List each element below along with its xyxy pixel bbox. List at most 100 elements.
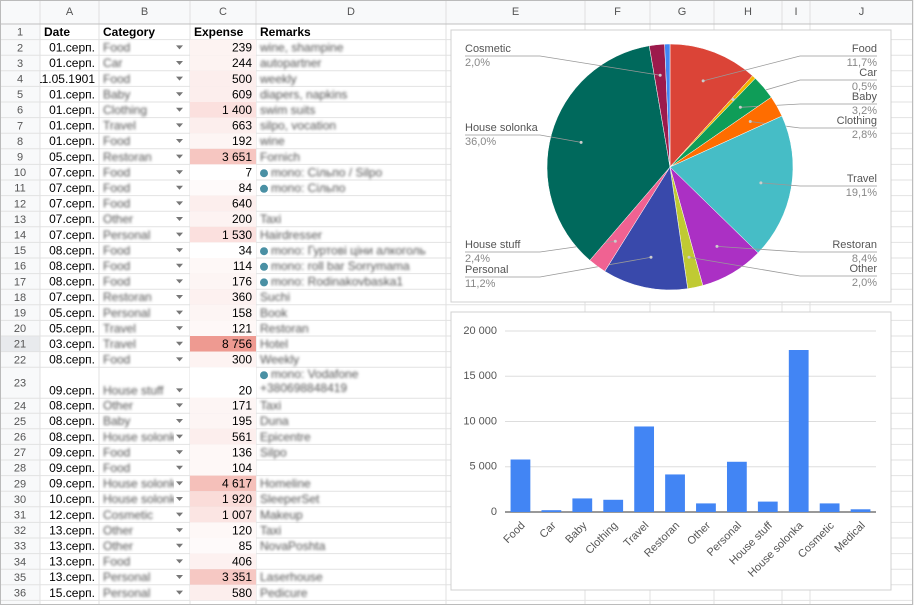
remarks-cell: Duna (260, 414, 289, 428)
category-cell: Cosmetic (103, 508, 153, 522)
expense-cell: 4 617 (222, 477, 252, 491)
category-cell: Other (103, 212, 133, 226)
date-cell: 13.серп. (49, 523, 95, 537)
row-header: 21 (14, 339, 26, 351)
category-cell: Food (103, 275, 130, 289)
date-cell: 07.серп. (49, 181, 95, 195)
date-cell: 01.серп. (49, 119, 95, 133)
mono-icon (260, 169, 268, 178)
category-cell: Travel (103, 119, 136, 133)
pie-slice (669, 115, 794, 254)
remarks-cell: wine (259, 134, 285, 148)
date-cell: 09.серп. (49, 477, 95, 491)
expense-cell-fill (190, 491, 256, 507)
dropdown-arrow (176, 170, 183, 175)
expense-cell: 406 (232, 555, 252, 569)
header-cell: Expense (194, 25, 244, 39)
dropdown-arrow (176, 232, 183, 237)
dropdown-arrow (176, 575, 183, 579)
mono-icon (260, 184, 268, 193)
category-cell: Travel (103, 337, 136, 351)
column-header: D (347, 6, 355, 18)
expense-cell: 1 400 (222, 103, 252, 117)
pie-label: Car (859, 67, 877, 79)
row-header: 25 (14, 416, 26, 428)
date-cell: 09.серп. (49, 384, 95, 398)
remarks-cell: Hotel (260, 337, 288, 351)
date-cell: 08.серп. (49, 275, 95, 289)
header-cell: Remarks (260, 25, 311, 39)
column-header: E (512, 6, 519, 18)
expense-cell-fill (190, 351, 256, 368)
expense-cell: 1 920 (222, 492, 252, 506)
date-cell: 07.серп. (49, 290, 95, 304)
date-cell: 12.серп. (49, 508, 95, 522)
expense-cell-fill (190, 569, 256, 585)
column-header: A (66, 6, 74, 18)
category-cell: Food (103, 72, 130, 86)
remarks-cell: Epicentre (260, 430, 311, 444)
expense-cell-fill (190, 289, 256, 305)
pie-label: Restoran (832, 239, 877, 251)
row-header: 26 (14, 432, 26, 444)
category-cell: Food (103, 165, 130, 179)
column-header: J (859, 6, 865, 18)
category-cell: House solonka (103, 477, 183, 491)
row-header: 36 (14, 588, 26, 600)
bar (541, 510, 562, 512)
remarks-cell: mono: Rodinakovbaska1 (271, 275, 403, 289)
expense-cell: 7 (245, 165, 252, 179)
date-cell: 01.серп. (49, 56, 95, 70)
category-cell: Baby (103, 87, 130, 101)
pie-label: House stuff (465, 239, 521, 251)
row-header: 9 (17, 152, 23, 164)
pie-leader-line (760, 182, 877, 187)
date-cell: 01.серп. (49, 103, 95, 117)
bar (788, 350, 809, 512)
dropdown-arrow (176, 419, 183, 423)
category-cell: Personal (103, 228, 150, 242)
bar (603, 499, 624, 512)
pie-chart: Food 11,7%Car 0,5%Baby 3,2%Clothing 2,8% Trav… (465, 43, 877, 291)
row-header: 24 (14, 400, 26, 412)
pie-leader-dot (731, 98, 735, 102)
dropdown-arrow (176, 201, 183, 206)
header-cell: Category (103, 25, 155, 39)
mono-icon (260, 371, 268, 380)
expense-cell: 200 (232, 212, 252, 226)
pie-label: Clothing (837, 115, 877, 127)
pie-leader-dot (759, 181, 763, 185)
row-header: 6 (17, 105, 23, 117)
bar (696, 503, 716, 512)
category-cell: Travel (103, 321, 136, 335)
pie-leader-dot (658, 73, 662, 77)
column-header: B (141, 6, 148, 18)
row-header: 23 (14, 378, 26, 390)
remarks-cell: Taxi (260, 523, 281, 537)
category-cell: Personal (103, 570, 150, 584)
column-header: I (794, 6, 797, 18)
bar-chart-box[interactable] (450, 311, 892, 591)
pie-value-label: 19,1% (846, 187, 877, 199)
remarks-cell: Taxi (260, 212, 281, 226)
remarks-cell: Homeline (260, 477, 311, 491)
expense-cell-fill (190, 584, 256, 601)
bar (819, 503, 840, 512)
expense-cell-fill (190, 195, 256, 212)
y-tick-label: 15 000 (463, 370, 497, 382)
category-cell: Car (103, 56, 122, 70)
dropdown-arrow (176, 543, 183, 548)
bar (757, 501, 778, 512)
row-header: 14 (14, 230, 26, 242)
expense-cell-fill (190, 460, 256, 476)
bar (634, 426, 655, 512)
pie-leader-dot (701, 79, 705, 83)
row-header-bar (0, 0, 40, 605)
category-cell: House solonka (103, 492, 183, 506)
remarks-cell: mono: Vodafone +380698848419 (260, 367, 359, 395)
row-header: 4 (17, 74, 23, 86)
pie-value-label: 2,0% (465, 57, 490, 69)
expense-cell-fill (190, 506, 256, 523)
row-header: 29 (14, 478, 26, 490)
category-cell: Food (103, 197, 130, 211)
